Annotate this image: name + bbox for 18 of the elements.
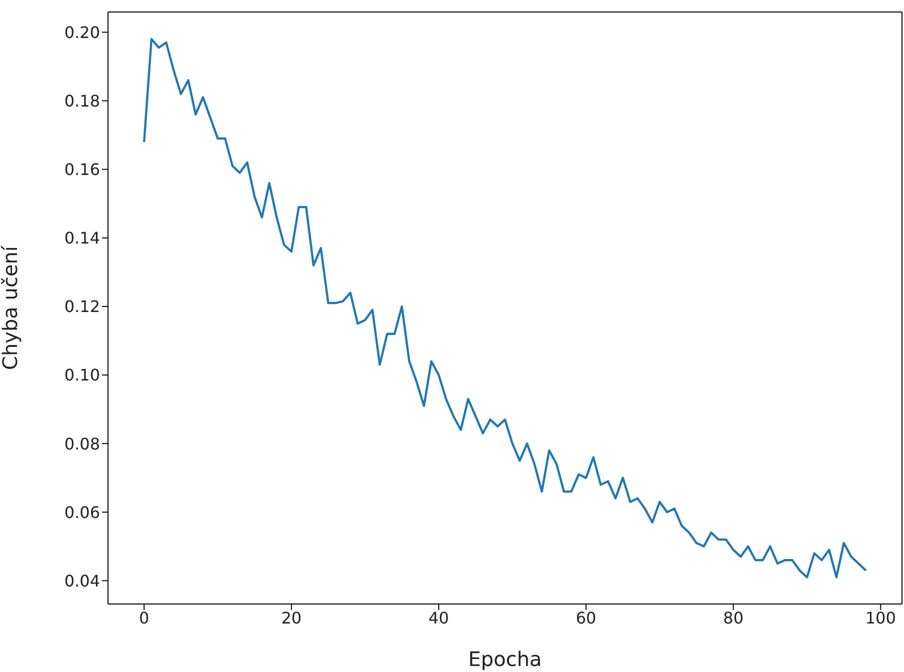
y-tick-label: 0.16 [64, 160, 100, 180]
y-tick-label: 0.06 [64, 502, 100, 522]
y-tick-label: 0.14 [64, 228, 100, 248]
line-series [142, 38, 868, 578]
x-tick-label: 20 [281, 608, 302, 628]
x-axis-title: Epocha [468, 647, 542, 671]
y-axis-title: Chyba učení [0, 244, 22, 370]
y-tick-label: 0.08 [64, 434, 100, 454]
x-tick-label: 40 [428, 608, 449, 628]
x-tick-label: 60 [576, 608, 596, 628]
x-tick-label: 80 [723, 608, 744, 628]
x-tick-label: 100 [865, 608, 896, 628]
y-tick-label: 0.18 [64, 91, 100, 110]
y-tick-label: 0.10 [64, 366, 100, 385]
y-tick-label: 0.12 [64, 297, 100, 316]
y-tick-label: 0.04 [64, 571, 100, 590]
y-tick-label: 0.20 [64, 22, 100, 42]
x-tick-label: 0 [138, 608, 150, 628]
